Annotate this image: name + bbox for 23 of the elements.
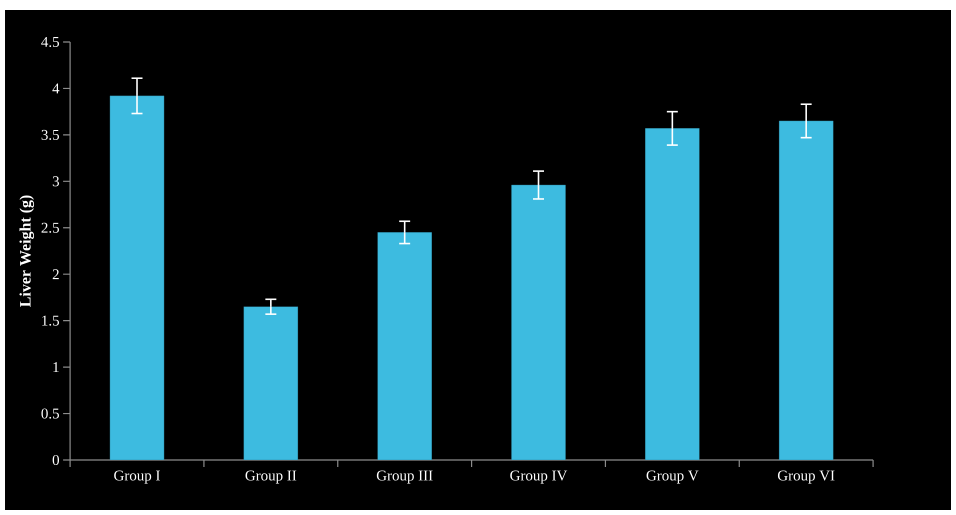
bar	[511, 184, 566, 460]
x-tick-label: Group V	[646, 470, 699, 484]
y-tick-label: 2	[52, 269, 59, 280]
x-tick-label: Group II	[246, 470, 296, 484]
y-tick-label: 3.5	[42, 130, 59, 140]
y-tick-label: 1	[53, 362, 59, 372]
bar	[778, 120, 834, 460]
bar	[645, 128, 700, 460]
bar	[110, 96, 164, 460]
bar	[377, 232, 432, 460]
x-tick-label: Group I	[114, 470, 160, 484]
y-tick-label: 4	[52, 84, 60, 94]
x-tick-label: Group VI	[778, 470, 834, 484]
y-tick-label: 3	[52, 176, 59, 186]
y-axis-title: Liver Weight (g)	[19, 195, 34, 307]
bar	[244, 306, 298, 460]
x-tick-label: Group III	[376, 470, 433, 484]
y-tick-label: 2.5	[42, 222, 59, 233]
y-tick-label: 0.5	[41, 408, 59, 419]
y-tick-label: 1.5	[42, 316, 59, 326]
y-tick-label: 4.5	[41, 36, 59, 48]
x-tick-label: Group IV	[510, 470, 568, 484]
y-tick-label: 0	[52, 454, 60, 466]
